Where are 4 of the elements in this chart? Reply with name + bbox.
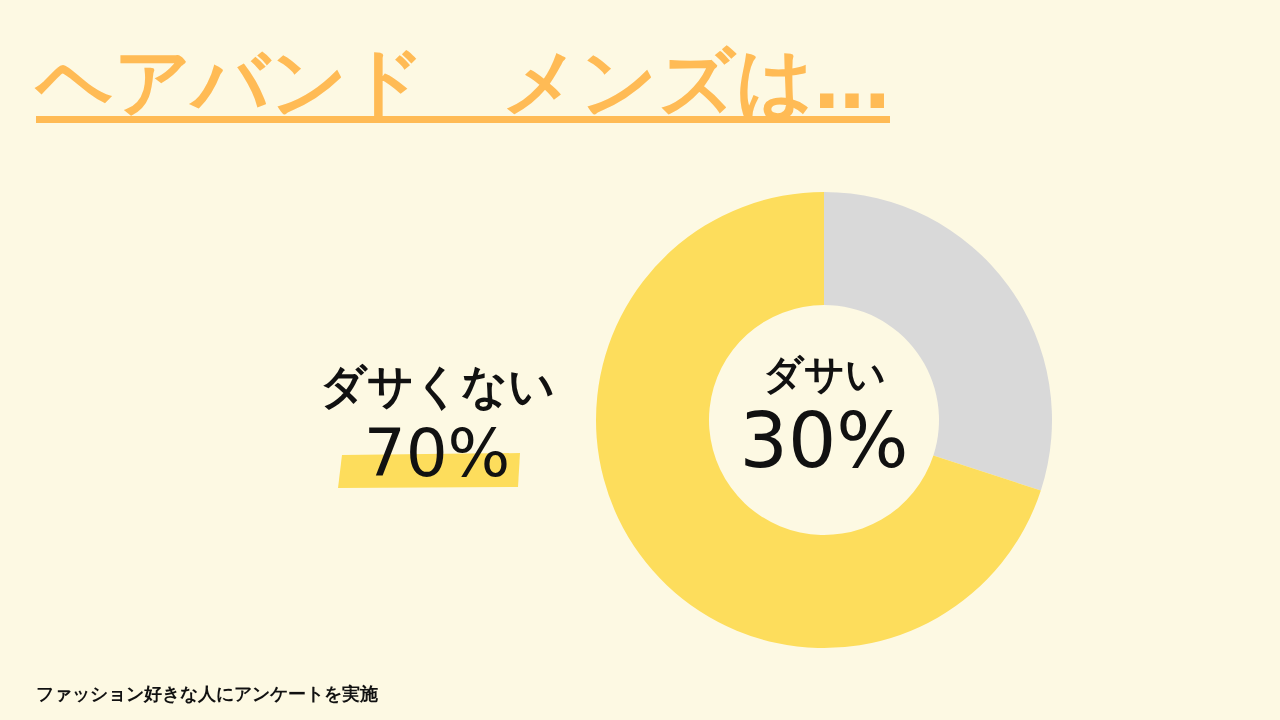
data-label: 30% xyxy=(739,396,909,485)
slice-label: ダサい xyxy=(762,351,886,397)
slice-label: ダサくない xyxy=(319,359,555,413)
text: ファッション好きな人にアンケートを実施 xyxy=(36,683,378,704)
